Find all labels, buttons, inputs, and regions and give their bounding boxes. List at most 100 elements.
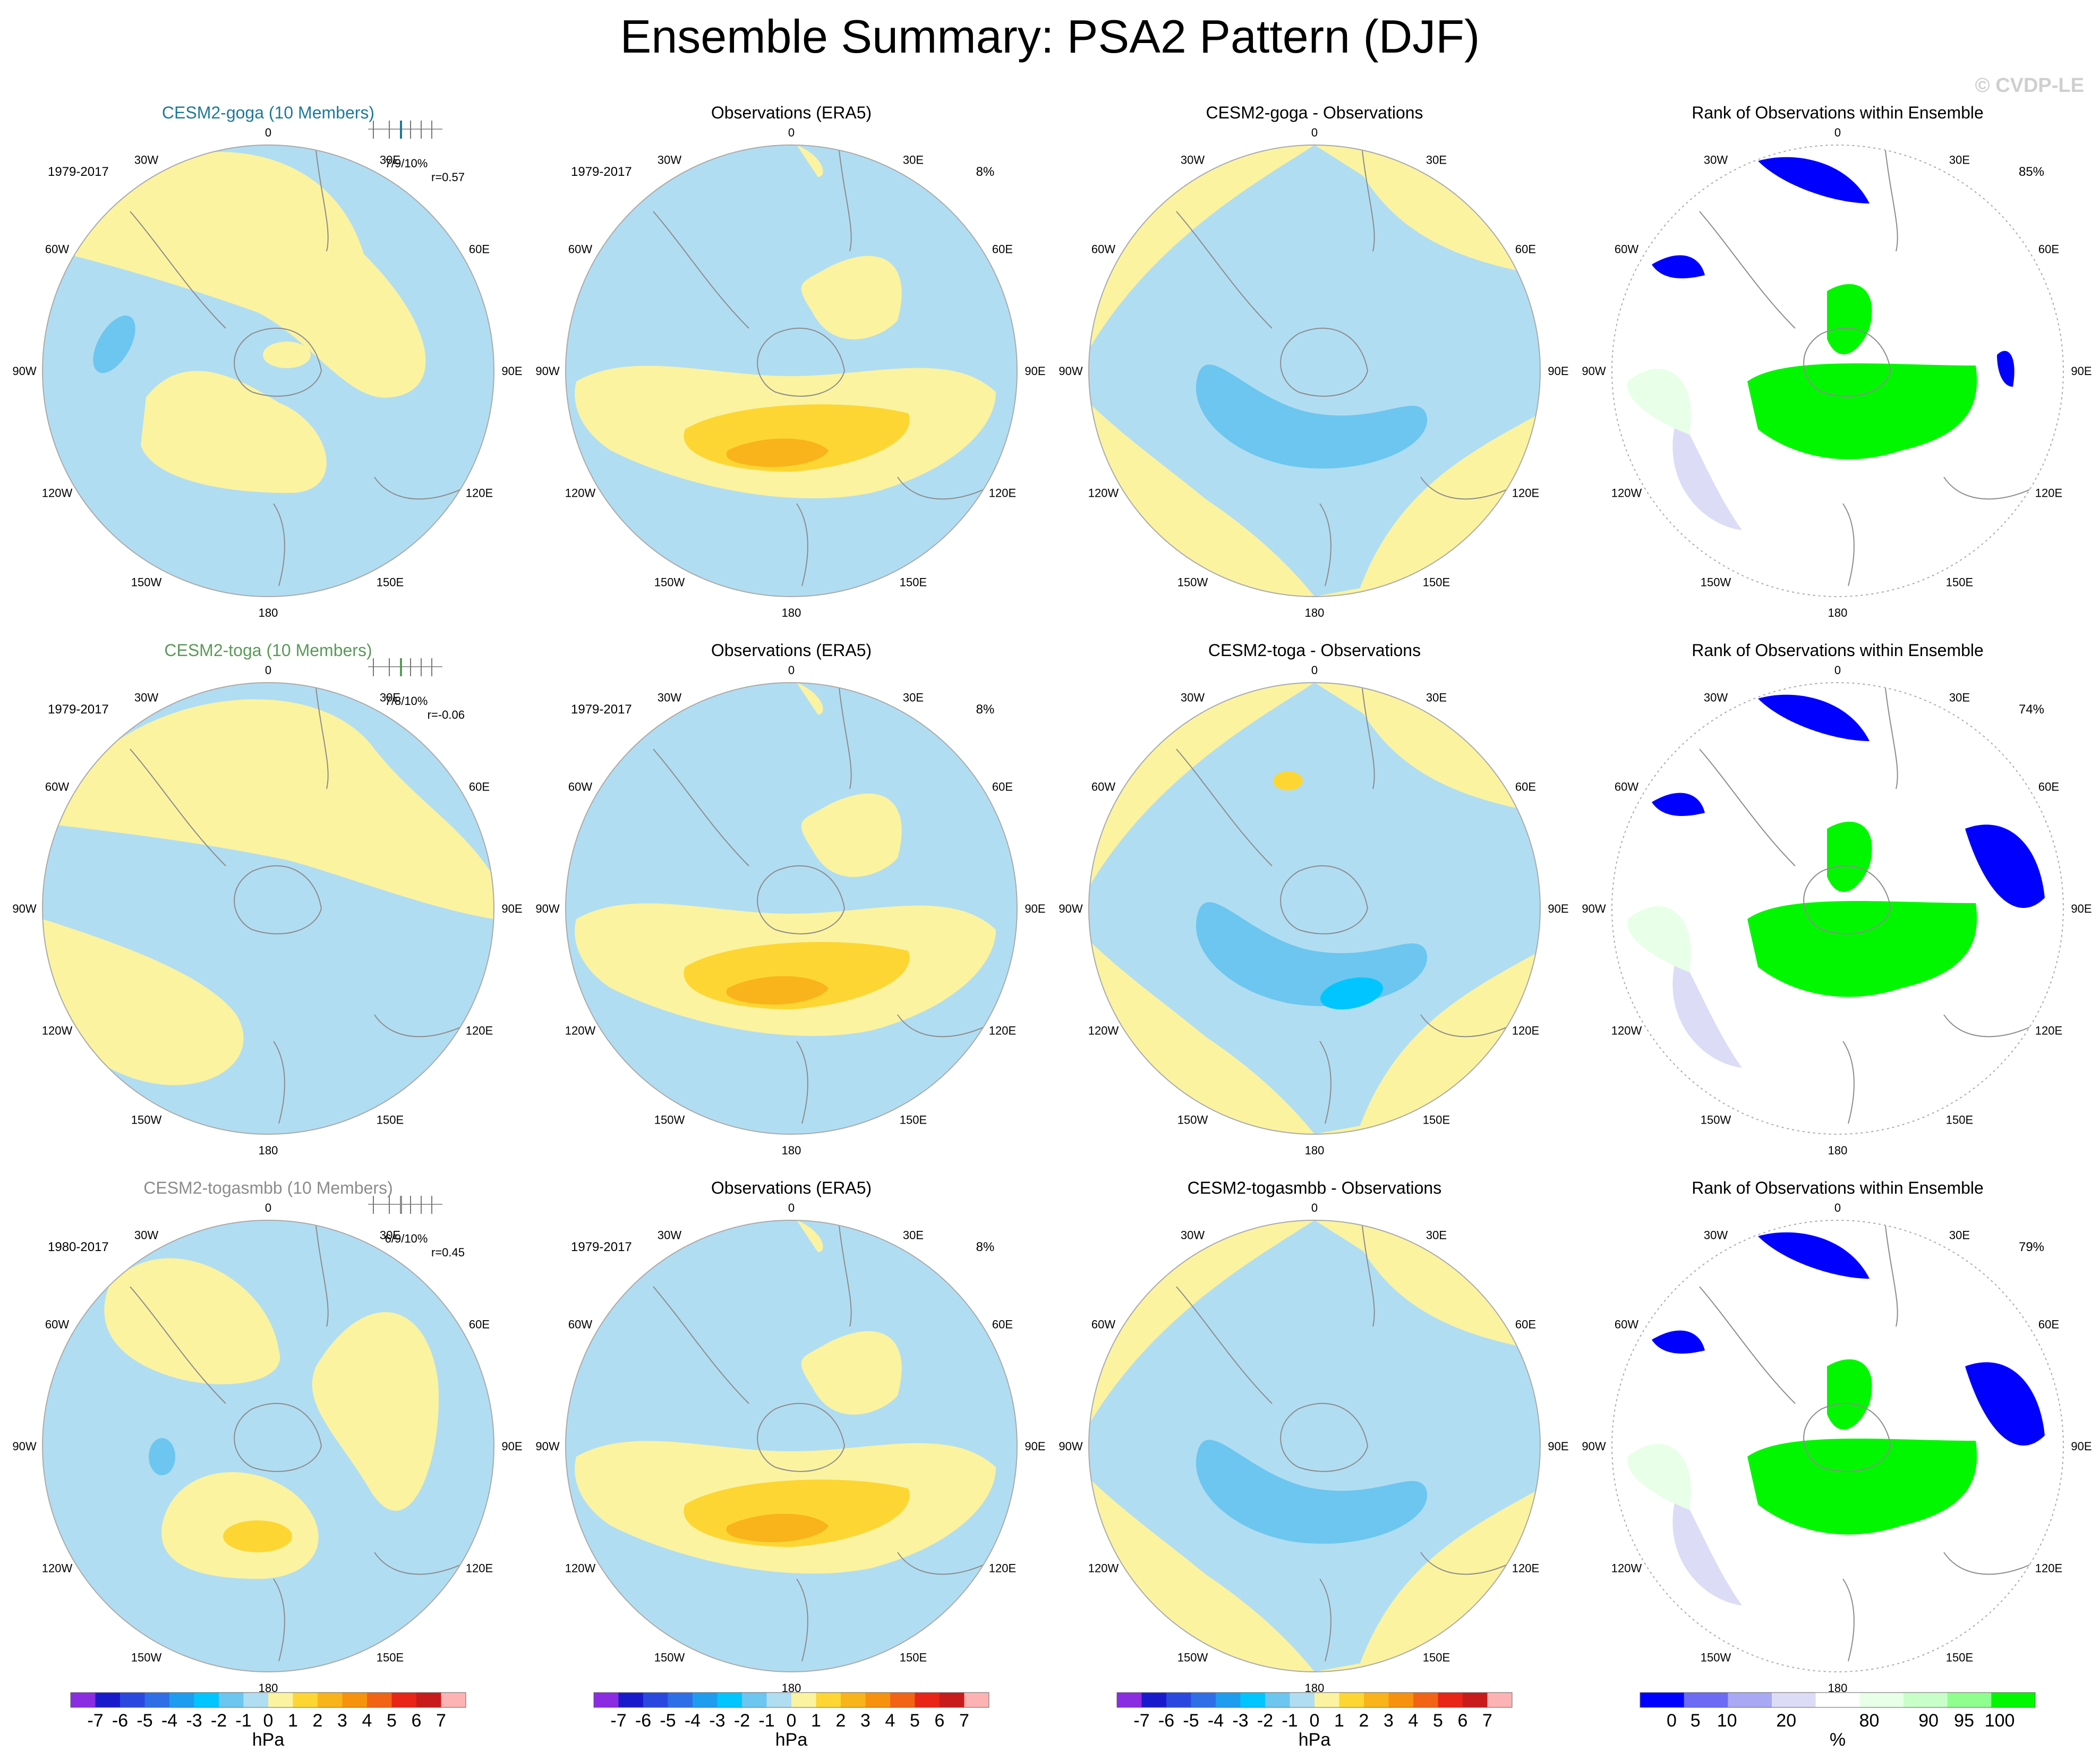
contour-positive-arc-core <box>726 1514 829 1542</box>
panel-title: CESM2-toga - Observations <box>1208 641 1421 660</box>
lon-label-30E: 30E <box>903 153 924 166</box>
map-field <box>566 145 1017 597</box>
panel-title: Rank of Observations within Ensemble <box>1692 641 1984 660</box>
pattern-pct-label: 79% <box>2019 1240 2044 1254</box>
africa-outline <box>315 687 329 789</box>
rank-patch-80 <box>1627 369 1691 435</box>
rank-patch-0-north <box>1758 1232 1869 1279</box>
colorbar-swatch <box>1728 1693 1772 1707</box>
years-label: 1979-2017 <box>571 702 632 717</box>
colorbar-swatch <box>1364 1693 1389 1707</box>
lon-label-120W: 120W <box>42 1562 73 1575</box>
contour-positive-core <box>223 1520 292 1552</box>
colorbar-swatch <box>1166 1693 1191 1707</box>
colorbar-swatch <box>643 1693 668 1707</box>
lon-label-150E: 150E <box>377 1113 404 1127</box>
lon-label-30W: 30W <box>134 153 158 166</box>
years-label: 1979-2017 <box>571 1240 632 1254</box>
rank-patch-80 <box>1627 1444 1691 1510</box>
colorbar-tick-label: 0 <box>787 1711 797 1731</box>
lon-label-120E: 120E <box>466 1024 493 1038</box>
map-panel-r1c0: CESM2-toga (10 Members) 0 180 30W 30E 60W 60E 9… <box>12 641 522 1157</box>
colorbar-tick-label: 5 <box>1433 1711 1443 1731</box>
pattern-pct-label: 85% <box>2019 165 2044 179</box>
rank-patch-20 <box>1672 413 1742 530</box>
map-edge <box>1611 144 2064 597</box>
lon-label-0: 0 <box>265 1201 271 1214</box>
lon-label-90W: 90W <box>535 902 559 915</box>
africa-outline <box>1885 150 1898 252</box>
lon-label-90E: 90E <box>501 364 522 378</box>
lon-label-120E: 120E <box>2035 1562 2062 1575</box>
lon-label-60W: 60W <box>45 1318 69 1331</box>
colorbar-tick-label: 1 <box>811 1711 821 1731</box>
colorbar-tick-label: -4 <box>161 1711 177 1731</box>
colorbar-tick-label: 20 <box>1776 1711 1796 1731</box>
watermark: © CVDP-LE <box>1975 74 2084 97</box>
lon-label-120E: 120E <box>989 487 1016 500</box>
ensemble-stat-label: 7/9/10% <box>385 157 428 170</box>
colorbar-swatch <box>169 1693 194 1707</box>
lon-label-90E: 90E <box>1025 364 1045 378</box>
colorbar-tick-label: 1 <box>288 1711 298 1731</box>
colorbar-tick-label: -5 <box>660 1711 676 1731</box>
africa-outline <box>839 687 852 789</box>
lon-label-0: 0 <box>1311 1201 1318 1214</box>
contour-positive-west <box>42 919 244 1085</box>
lon-label-120W: 120W <box>1611 1024 1642 1038</box>
antarctica-outline <box>1280 327 1369 397</box>
south-america-outline <box>130 749 226 866</box>
lon-label-60W: 60W <box>1615 780 1638 794</box>
new-zealand-outline <box>1842 1041 1855 1124</box>
lon-label-30E: 30E <box>380 691 400 704</box>
lon-label-90E: 90E <box>1548 902 1568 915</box>
map-field <box>42 1220 494 1672</box>
colorbar-swatch <box>1141 1693 1167 1707</box>
lon-label-90W: 90W <box>12 364 36 378</box>
africa-outline <box>839 150 852 252</box>
map-panel-r1c1: Observations (ERA5) 0 180 30W 30E 60W 60E 90W 90… <box>535 641 1045 1157</box>
map-field <box>1089 1220 1540 1672</box>
rank-patch-0-east <box>1965 1362 2045 1446</box>
lon-label-30W: 30W <box>1181 153 1205 166</box>
lon-label-150W: 150W <box>1701 1113 1731 1127</box>
lon-label-60W: 60W <box>568 1318 592 1331</box>
map-field <box>1612 1220 2063 1672</box>
colorbar-swatch <box>1772 1693 1816 1707</box>
lon-label-60W: 60W <box>568 243 592 256</box>
lon-label-120E: 120E <box>466 1562 493 1575</box>
map-background <box>566 145 1017 597</box>
lon-label-120W: 120W <box>1088 487 1119 500</box>
pattern-corr-label: r=0.45 <box>431 1246 465 1259</box>
contour-negative-arc <box>1196 364 1428 469</box>
colorbar-tick-label: 80 <box>1859 1711 1880 1731</box>
colorbar-tick-label: -6 <box>635 1711 651 1731</box>
panel-title: Rank of Observations within Ensemble <box>1692 103 1984 122</box>
lon-label-90W: 90W <box>12 1440 36 1453</box>
lon-label-60E: 60E <box>2038 243 2059 256</box>
colorbar-tick-label: -5 <box>1183 1711 1199 1731</box>
lon-label-30E: 30E <box>1426 691 1447 704</box>
rank-patch-0-north <box>1758 694 1869 741</box>
antarctica-outline <box>234 865 322 934</box>
antarctica-outline <box>757 1402 846 1472</box>
colorbar-tick-label: 7 <box>959 1711 969 1731</box>
map-field <box>42 145 494 597</box>
lon-label-90W: 90W <box>535 1440 559 1453</box>
contour-positive-east <box>312 1312 439 1511</box>
map-background <box>566 683 1017 1134</box>
colorbar-tick-label: 4 <box>885 1711 895 1731</box>
south-america-outline <box>1699 211 1796 329</box>
panel-title: Observations (ERA5) <box>711 641 872 660</box>
lon-label-60E: 60E <box>1515 1318 1536 1331</box>
lon-label-150W: 150W <box>131 1651 162 1664</box>
lon-label-150W: 150W <box>131 576 162 589</box>
pattern-pct-label: 8% <box>976 702 995 717</box>
new-zealand-outline <box>1319 1041 1331 1124</box>
pattern-corr-label: r=-0.06 <box>428 708 465 721</box>
lon-label-90W: 90W <box>12 902 36 915</box>
panel-title: CESM2-goga - Observations <box>1206 103 1423 122</box>
